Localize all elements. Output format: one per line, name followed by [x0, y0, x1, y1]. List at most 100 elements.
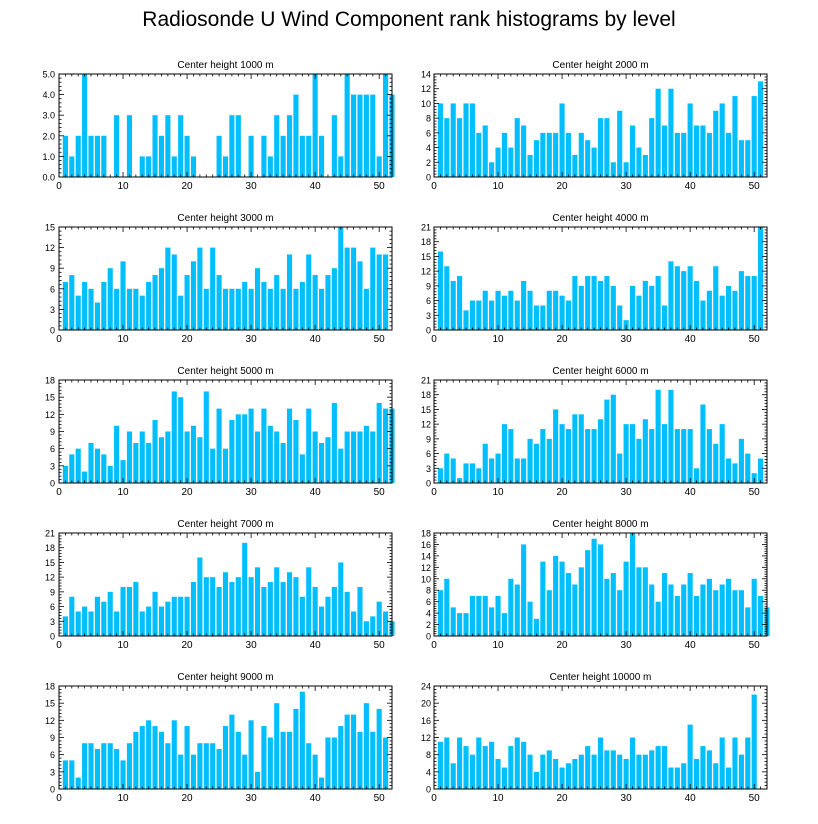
histogram-bar: [572, 276, 578, 330]
histogram-bar: [75, 448, 81, 483]
x-tick-label: 0: [56, 793, 62, 804]
x-tick-label: 20: [182, 334, 194, 345]
histogram-bar: [501, 613, 507, 636]
histogram-bar: [254, 771, 261, 789]
y-tick-label: 0: [50, 479, 55, 489]
histogram-bar: [126, 115, 132, 177]
histogram-bar: [82, 606, 88, 636]
histogram-bar: [62, 616, 68, 636]
y-tick-label: 18: [421, 237, 431, 247]
y-tick-label: 4: [426, 767, 431, 777]
histogram-bar: [216, 586, 222, 636]
y-tick-label: 2: [426, 620, 431, 630]
y-tick-label: 4: [426, 143, 431, 153]
histogram-bar: [463, 103, 469, 177]
histogram-bar: [533, 140, 540, 177]
x-tick-label: 0: [431, 181, 437, 192]
histogram-bar: [655, 389, 661, 483]
histogram-bar: [235, 577, 241, 636]
y-tick-label: 18: [421, 529, 431, 539]
histogram-bar: [370, 94, 376, 177]
y-tick-label: 20: [421, 699, 431, 709]
histogram-bar: [235, 414, 241, 483]
histogram-bar: [229, 714, 235, 789]
histogram-bar: [629, 285, 636, 330]
histogram-bar: [261, 408, 267, 483]
histogram-bar: [184, 275, 190, 330]
x-tick-label: 10: [492, 181, 504, 192]
histogram-bar: [738, 590, 744, 636]
y-tick-label: 3: [426, 311, 431, 321]
histogram-bar: [642, 419, 648, 483]
x-tick-label: 10: [117, 640, 129, 651]
histogram-bar: [514, 737, 520, 789]
chart-panel-10: Center height 10000 m 0 10 20 30 40 50 0 4 8 12 16 2…: [421, 672, 768, 804]
histogram-bar: [286, 408, 293, 483]
y-tick-label: 12: [421, 563, 431, 573]
histogram-bar: [280, 731, 286, 789]
histogram-bar: [476, 468, 482, 483]
histogram-bar: [69, 275, 75, 330]
histogram-bar: [274, 431, 280, 483]
y-tick-label: 15: [45, 699, 55, 709]
histogram-bar: [306, 408, 312, 483]
histogram-bar: [444, 453, 450, 483]
histogram-bar: [463, 613, 469, 636]
panel-title: Center height 5000 m: [177, 366, 273, 377]
histogram-bar: [681, 132, 687, 177]
histogram-bar: [501, 767, 507, 789]
histogram-bar: [559, 103, 565, 177]
histogram-bar: [706, 290, 712, 330]
histogram-bar: [306, 254, 312, 330]
x-tick-label: 40: [685, 640, 697, 651]
histogram-bar: [758, 595, 764, 636]
histogram-bar: [597, 118, 604, 177]
histogram-bar: [514, 458, 520, 483]
histogram-bar: [376, 156, 382, 177]
y-tick-label: 15: [45, 223, 55, 233]
histogram-bar: [540, 754, 546, 789]
histogram-bar: [101, 135, 107, 177]
histogram-bar: [713, 266, 719, 330]
histogram-bar: [75, 777, 81, 789]
histogram-bar: [229, 582, 235, 636]
histogram-bar: [242, 754, 248, 789]
histogram-bar: [351, 431, 357, 483]
histogram-bar: [508, 429, 514, 483]
histogram-bar: [482, 746, 488, 789]
histogram-bar: [578, 414, 584, 483]
histogram-bar: [210, 743, 216, 789]
histogram-bar: [642, 154, 648, 177]
histogram-bar: [655, 601, 661, 636]
histogram-bar: [476, 300, 482, 330]
chart-panel-9: Center height 9000 m 0 10 20 30 40 50 0 3 6 9 12 15 1…: [45, 672, 393, 804]
histogram-bar: [383, 254, 389, 330]
histogram-bar: [274, 275, 280, 330]
histogram-bar: [636, 147, 642, 177]
histogram-bar: [546, 132, 552, 177]
histogram-bar: [274, 567, 280, 636]
y-tick-label: 3.0: [42, 111, 55, 121]
x-tick-label: 30: [246, 334, 258, 345]
histogram-bar: [514, 300, 520, 330]
histogram-bar: [357, 94, 363, 177]
histogram-bar: [325, 275, 331, 330]
histogram-bar: [184, 726, 190, 789]
x-tick-label: 40: [310, 181, 322, 192]
x-tick-label: 30: [621, 181, 633, 192]
histogram-bar: [738, 438, 744, 483]
histogram-bar: [437, 251, 443, 330]
histogram-bar: [604, 118, 610, 177]
histogram-bar: [572, 758, 578, 789]
histogram-bar: [312, 275, 318, 330]
histogram-bar: [572, 154, 578, 177]
panel-title: Center height 4000 m: [552, 213, 648, 224]
histogram-bar: [222, 156, 229, 177]
histogram-bar: [521, 280, 527, 330]
histogram-bar: [713, 590, 719, 636]
histogram-bar: [636, 438, 642, 483]
histogram-bar: [591, 429, 597, 483]
histogram-bar: [450, 103, 456, 177]
x-tick-label: 40: [685, 487, 697, 498]
histogram-bar: [482, 290, 488, 330]
